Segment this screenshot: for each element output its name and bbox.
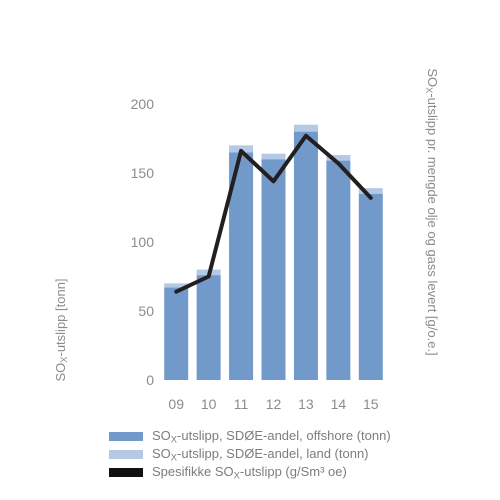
bar-land — [229, 145, 254, 153]
y-axis-right-label: SOX-utslipp pr. mengde olje og gass leve… — [423, 68, 441, 356]
bar-offshore — [358, 193, 383, 380]
y-tick-label: 200 — [131, 96, 155, 112]
bar-offshore — [326, 160, 351, 380]
y-tick-label: 0 — [146, 372, 154, 388]
bar-land — [164, 283, 189, 288]
bar-land — [293, 124, 318, 132]
x-tick-label: 13 — [298, 396, 314, 412]
x-tick-label: 14 — [331, 396, 347, 412]
y-tick-label: 100 — [131, 234, 155, 250]
x-tick-label: 12 — [266, 396, 282, 412]
legend-label-offshore: SOX-utslipp, SDØE-andel, offshore (tonn) — [152, 427, 391, 445]
legend-swatch-offshore — [109, 431, 143, 441]
bar-offshore — [196, 275, 221, 380]
legend-item-specific: Spesifikke SOX-utslipp (g/Sm³ oe) — [109, 463, 391, 481]
legend-item-land: SOX-utslipp, SDØE-andel, land (tonn) — [109, 445, 391, 463]
x-tick-label: 15 — [363, 396, 379, 412]
legend: SOX-utslipp, SDØE-andel, offshore (tonn)… — [109, 427, 391, 481]
bar-offshore — [261, 159, 286, 380]
legend-label-specific: Spesifikke SOX-utslipp (g/Sm³ oe) — [152, 463, 347, 481]
x-tick-label: 11 — [234, 396, 249, 412]
bar-offshore — [293, 131, 318, 380]
y-tick-label: 150 — [131, 165, 155, 181]
line-specific-sox — [174, 133, 373, 294]
legend-swatch-land — [109, 449, 143, 459]
x-tick-label: 09 — [168, 396, 184, 412]
legend-item-offshore: SOX-utslipp, SDØE-andel, offshore (tonn) — [109, 427, 391, 445]
x-tick-label: 10 — [201, 396, 217, 412]
bar-offshore — [229, 152, 254, 380]
bar-land — [326, 155, 351, 161]
legend-label-land: SOX-utslipp, SDØE-andel, land (tonn) — [152, 445, 369, 463]
legend-swatch-specific — [109, 467, 143, 477]
y-axis-left-label: SOX-utslipp [tonn] — [52, 278, 70, 382]
bar-offshore — [164, 287, 189, 380]
y-tick-label: 50 — [138, 303, 154, 319]
bar-land — [261, 153, 286, 160]
bar-land — [358, 188, 383, 194]
